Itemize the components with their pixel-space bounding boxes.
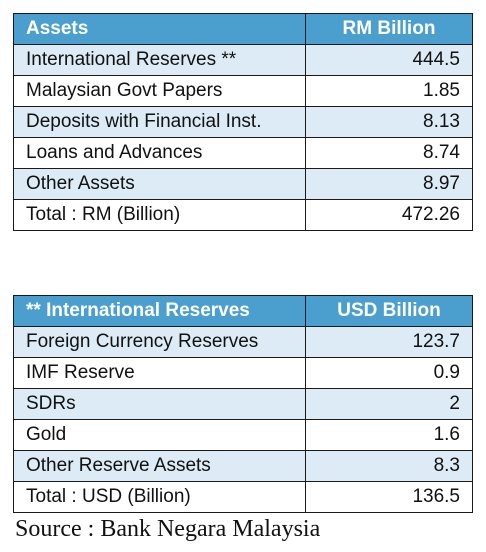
table-row: Loans and Advances 8.74 — [13, 137, 473, 169]
international-reserves-table: ** International Reserves USD Billion Fo… — [13, 295, 473, 513]
table-row: Other Assets 8.97 — [13, 168, 473, 200]
reserves-header-label: ** International Reserves — [13, 295, 306, 327]
assets-header-row: Assets RM Billion — [13, 13, 473, 45]
assets-header-unit: RM Billion — [305, 13, 473, 45]
table-row: Other Reserve Assets 8.3 — [13, 450, 473, 482]
row-value: 8.3 — [305, 450, 473, 482]
row-label: IMF Reserve — [13, 357, 306, 389]
row-value: 1.85 — [305, 75, 473, 107]
total-value: 136.5 — [305, 481, 473, 513]
row-label: Other Assets — [13, 168, 306, 200]
reserves-header-row: ** International Reserves USD Billion — [13, 295, 473, 327]
row-value: 8.13 — [305, 106, 473, 138]
total-row: Total : RM (Billion) 472.26 — [13, 199, 473, 231]
row-value: 8.97 — [305, 168, 473, 200]
row-label: Other Reserve Assets — [13, 450, 306, 482]
table-row: Malaysian Govt Papers 1.85 — [13, 75, 473, 107]
total-label: Total : RM (Billion) — [13, 199, 306, 231]
row-value: 8.74 — [305, 137, 473, 169]
table-row: Foreign Currency Reserves 123.7 — [13, 326, 473, 358]
table-row: International Reserves ** 444.5 — [13, 44, 473, 76]
row-value: 1.6 — [305, 419, 473, 451]
row-value: 0.9 — [305, 357, 473, 389]
row-label: Loans and Advances — [13, 137, 306, 169]
assets-table: Assets RM Billion International Reserves… — [13, 13, 473, 231]
row-value: 444.5 — [305, 44, 473, 76]
row-value: 2 — [305, 388, 473, 420]
source-caption: Source : Bank Negara Malaysia — [15, 516, 321, 542]
assets-header-label: Assets — [13, 13, 306, 45]
table-row: SDRs 2 — [13, 388, 473, 420]
row-label: Gold — [13, 419, 306, 451]
table-row: Gold 1.6 — [13, 419, 473, 451]
table-row: IMF Reserve 0.9 — [13, 357, 473, 389]
row-label: SDRs — [13, 388, 306, 420]
row-label: Foreign Currency Reserves — [13, 326, 306, 358]
table-row: Deposits with Financial Inst. 8.13 — [13, 106, 473, 138]
row-label: Deposits with Financial Inst. — [13, 106, 306, 138]
total-value: 472.26 — [305, 199, 473, 231]
row-label: Malaysian Govt Papers — [13, 75, 306, 107]
total-row: Total : USD (Billion) 136.5 — [13, 481, 473, 513]
row-label: International Reserves ** — [13, 44, 306, 76]
row-value: 123.7 — [305, 326, 473, 358]
total-label: Total : USD (Billion) — [13, 481, 306, 513]
reserves-header-unit: USD Billion — [305, 295, 473, 327]
